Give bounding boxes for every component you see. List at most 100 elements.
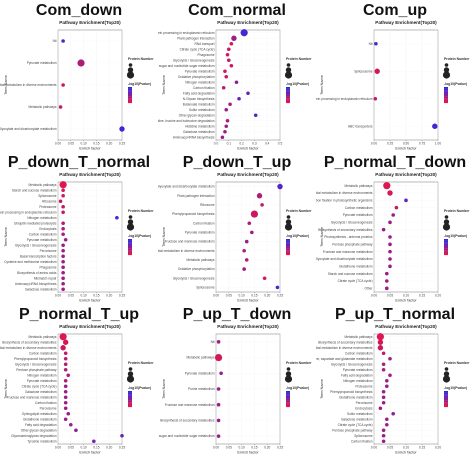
- data-point: [388, 257, 392, 261]
- y-tick-label: Pentose phosphate pathway: [16, 368, 57, 372]
- y-tick-label: Citrate cycle (TCA cycle): [338, 279, 373, 283]
- data-point: [256, 193, 263, 199]
- data-point: [61, 221, 65, 226]
- data-point: [377, 339, 384, 345]
- y-tick-label: Glutathione metabolism: [339, 395, 373, 399]
- y-tick-label: Plant-pathogen interaction: [177, 194, 214, 198]
- data-point: [216, 340, 221, 344]
- x-tick-label: 0.20: [106, 294, 112, 298]
- data-point: [63, 378, 68, 383]
- plot-area: [57, 181, 123, 293]
- legend-color-swatch: [444, 99, 448, 102]
- data-point: [377, 345, 384, 351]
- enrichment-plot: Pathway Enrichment(Top20) 0.00 0.05 0.10 0.1…: [0, 172, 154, 303]
- data-point: [115, 215, 119, 220]
- y-tick-label: Sulfur metabolism: [347, 412, 373, 416]
- y-tick-label: Galactose metabolism: [341, 417, 373, 421]
- y-tick-label: Pyruvate metabolism: [27, 238, 57, 242]
- legend-color-swatch: [444, 91, 448, 94]
- enrichment-plot: Pathway Enrichment(Top20) 0.00 0.05 0.10 0.1…: [158, 324, 312, 455]
- legend-color-swatch: [128, 405, 132, 408]
- legend-color-swatch: [444, 93, 448, 96]
- enrichment-plot: Pathway Enrichment(Top20) 0.00 0.25 0.50 0.7…: [316, 20, 470, 151]
- data-point: [381, 428, 386, 433]
- panel-p-down-t-normal: P_down_T_normal Pathway Enrichment(Top20…: [0, 152, 158, 304]
- data-point: [74, 428, 78, 433]
- x-tick-label: 0.00: [371, 294, 377, 298]
- y-tick-label: Pyruvate metabolism: [185, 231, 215, 235]
- x-tick-label: 0.20: [435, 294, 441, 298]
- y-tick-label: Phenylpropanoid biosynthesis: [330, 390, 373, 394]
- data-point: [60, 345, 66, 351]
- data-point: [234, 80, 239, 85]
- data-point: [250, 210, 258, 218]
- y-tick-label: Biosynthesis of secondary metabolites: [2, 340, 57, 344]
- data-point: [61, 232, 65, 237]
- panel-com-up: Com_up Pathway Enrichment(Top20) 0.00 0.25…: [316, 0, 474, 152]
- legend-color-swatch: [286, 95, 290, 97]
- data-point: [61, 226, 65, 231]
- x-tick-label: 0.25: [119, 294, 125, 298]
- data-point: [61, 193, 65, 198]
- x-tick-label: 0.00: [55, 142, 61, 146]
- y-tick-label: Phenylpropanoid biosynthesis: [172, 212, 215, 216]
- y-tick-label: RNA transport: [194, 42, 214, 46]
- legend-size-dot: [284, 223, 293, 231]
- y-tick-label: Ribosome: [200, 203, 215, 207]
- data-point: [387, 190, 393, 196]
- plot-subtitle: Pathway Enrichment(Top20): [217, 20, 279, 25]
- legend-size-title: Protein Number: [286, 361, 312, 365]
- legend-size-dot: [443, 371, 450, 377]
- x-tick-label: 0.10: [80, 446, 86, 450]
- x-tick-label: 0.75: [419, 142, 425, 146]
- y-tick-label: Proteasome: [39, 205, 56, 209]
- data-point: [224, 124, 229, 129]
- data-point: [229, 63, 234, 68]
- y-tick-label: Carbon fixation: [35, 401, 57, 405]
- plot-subtitle: Pathway Enrichment(Top20): [217, 172, 279, 177]
- panel-title: Com_down: [35, 2, 123, 19]
- y-tick-label: Carbon fixation in photosynthetic organi…: [316, 198, 373, 202]
- y-tick-label: Fatty acid degradation: [183, 91, 215, 95]
- y-tick-label: Nitrogen metabolism: [185, 80, 215, 84]
- data-point: [63, 406, 68, 411]
- y-tick-label: Carbon metabolism: [345, 206, 373, 210]
- x-tick-label: 0.25: [277, 294, 283, 298]
- y-tick-label: Pentose phosphate pathway: [332, 428, 373, 432]
- legend-size-dot: [126, 223, 135, 231]
- panel-p-normal-t-up: P_normal_T_up Pathway Enrichment(Top20) 0…: [0, 304, 158, 456]
- legend-color-swatch: [128, 96, 132, 99]
- x-tick-label: 0.05: [68, 142, 74, 146]
- panel-title: P_down_T_up: [182, 154, 292, 171]
- legend-color-swatch: [286, 90, 290, 92]
- y-axis-label: Term Name: [162, 75, 166, 95]
- x-tick-label: 0.1: [227, 142, 232, 146]
- legend-color-swatch: [444, 402, 448, 404]
- y-tick-label: Citrate cycle (TCA cycle): [338, 423, 373, 427]
- panel-p-normal-t-down: P_normal_T_down Pathway Enrichment(Top20…: [316, 152, 474, 304]
- legend-color-title: -log10(Pvalue): [444, 386, 467, 390]
- plot-subtitle: Pathway Enrichment(Top20): [375, 20, 437, 25]
- y-tick-label: Fructose and mannose metabolism: [323, 250, 373, 254]
- data-point: [61, 188, 65, 193]
- legend-color-swatch: [444, 87, 448, 89]
- legend-color-title: -log10(Pvalue): [286, 386, 309, 390]
- y-tick-label: Glutathione metabolism: [23, 417, 57, 421]
- y-tick-label: Nitrogen metabolism: [27, 373, 57, 377]
- plot-area: [57, 333, 123, 445]
- data-point: [224, 107, 229, 112]
- legend-size-dot: [285, 371, 292, 377]
- x-tick-label: 1.00: [435, 142, 441, 146]
- legend-color-swatch: [128, 400, 132, 403]
- y-tick-label: Fatty acid degradation: [341, 373, 373, 377]
- y-tick-label: Valine, leucine and isoleucine degradati…: [158, 119, 215, 123]
- data-point: [62, 339, 69, 345]
- y-tick-label: Metabolic pathways: [29, 105, 57, 109]
- x-tick-label: 0.10: [403, 294, 409, 298]
- legend-color-swatch: [128, 250, 132, 252]
- legend-size-dot: [443, 67, 450, 73]
- x-tick-label: 0.00: [371, 142, 377, 146]
- y-tick-label: Cysteine and methionine metabolism: [4, 260, 57, 264]
- x-axis-label: Enrich factor: [237, 451, 259, 455]
